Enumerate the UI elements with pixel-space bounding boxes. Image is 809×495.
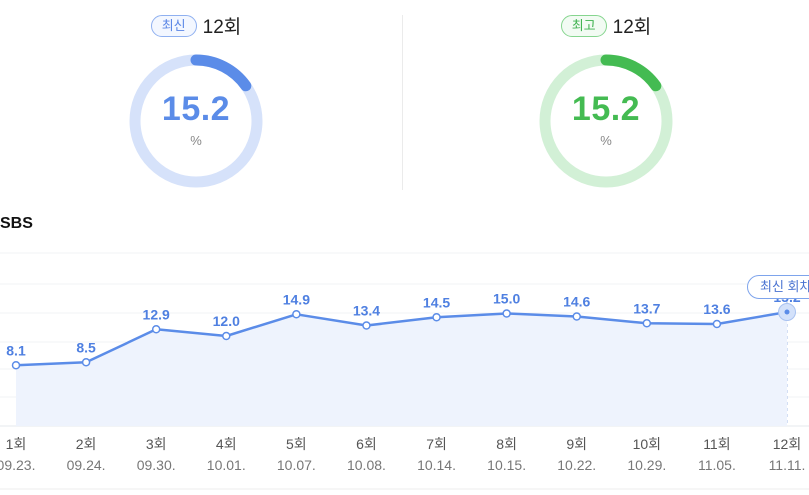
data-label: 12.0 [213,313,240,329]
data-point [502,309,511,318]
x-tick-episode: 8회 [496,436,517,452]
x-tick-date: 09.23. [0,457,35,473]
x-tick-date: 10.22. [557,457,596,473]
best-episode: 12회 [612,17,652,38]
x-tick-episode: 3회 [146,436,167,452]
x-tick-date: 10.14. [417,457,456,473]
latest-rating-unit: % [190,133,202,148]
data-point [362,321,371,330]
data-point [712,319,722,329]
data-label: 13.7 [633,300,660,316]
channel-name: SBS [0,215,33,232]
data-label: 12.9 [143,306,170,322]
x-tick-date: 09.24. [67,457,106,473]
latest-rating-donut: 15.2 % [127,52,265,190]
data-label: 8.1 [6,342,26,358]
data-label: 15.0 [493,291,520,307]
x-tick-episode: 1회 [6,436,27,452]
x-tick-episode: 6회 [356,436,377,452]
x-tick-date: 10.15. [487,457,526,473]
x-tick-episode: 5회 [286,436,307,452]
data-point [81,358,91,367]
data-point [222,331,231,341]
summary-divider [402,15,403,190]
x-tick-date: 09.30. [137,457,176,473]
x-tick-date: 10.08. [347,457,386,473]
x-tick-date: 11.11. [769,457,806,473]
latest-episode-marker: 최신 회차 [747,275,809,299]
data-point [151,325,161,334]
x-tick-date: 10.29. [627,457,666,473]
data-label: 14.5 [423,294,450,310]
x-tick-date: 11.05. [698,457,736,473]
latest-rating-card: 최신 12회 15.2 % [66,0,326,200]
series-line [15,310,788,367]
latest-badge: 최신 [150,14,197,37]
best-donut-arc [539,54,673,188]
best-rating-donut: 15.2 % [537,52,675,190]
data-label: 13.4 [353,303,380,319]
x-tick-date: 10.07. [277,457,316,473]
best-rating-unit: % [600,133,612,148]
x-tick-episode: 2회 [76,436,97,452]
latest-donut-arc [129,54,263,188]
series-area [16,312,787,426]
x-tick-episode: 11회 [703,436,730,452]
data-point [642,319,652,328]
data-point [11,361,21,370]
x-tick-date: 10.01. [207,457,246,473]
best-rating-header: 최고 12회 [476,12,736,39]
rating-summary: 최신 12회 15.2 % 최고 12회 15.2 % [0,0,809,200]
data-label: 13.6 [703,301,730,317]
best-donut-graphic [539,54,673,188]
data-point [572,312,581,321]
x-tick-episode: 12회 [773,436,801,452]
latest-rating-value: 15.2 [161,90,231,128]
latest-donut-graphic [129,54,263,188]
best-rating-value: 15.2 [571,90,641,128]
x-tick-episode: 7회 [426,436,447,452]
data-point [784,309,790,315]
latest-rating-header: 최신 12회 [66,12,326,39]
x-tick-episode: 10회 [633,436,661,452]
best-badge: 최고 [560,14,607,37]
data-point [292,310,301,319]
data-label: 14.9 [283,291,310,307]
best-rating-card: 최고 12회 15.2 % [476,0,736,200]
data-label: 8.5 [76,339,96,355]
x-tick-episode: 9회 [566,436,587,452]
data-label: 14.6 [563,294,590,310]
data-point [432,313,441,322]
latest-episode: 12회 [202,17,242,38]
x-tick-episode: 4회 [216,436,237,452]
